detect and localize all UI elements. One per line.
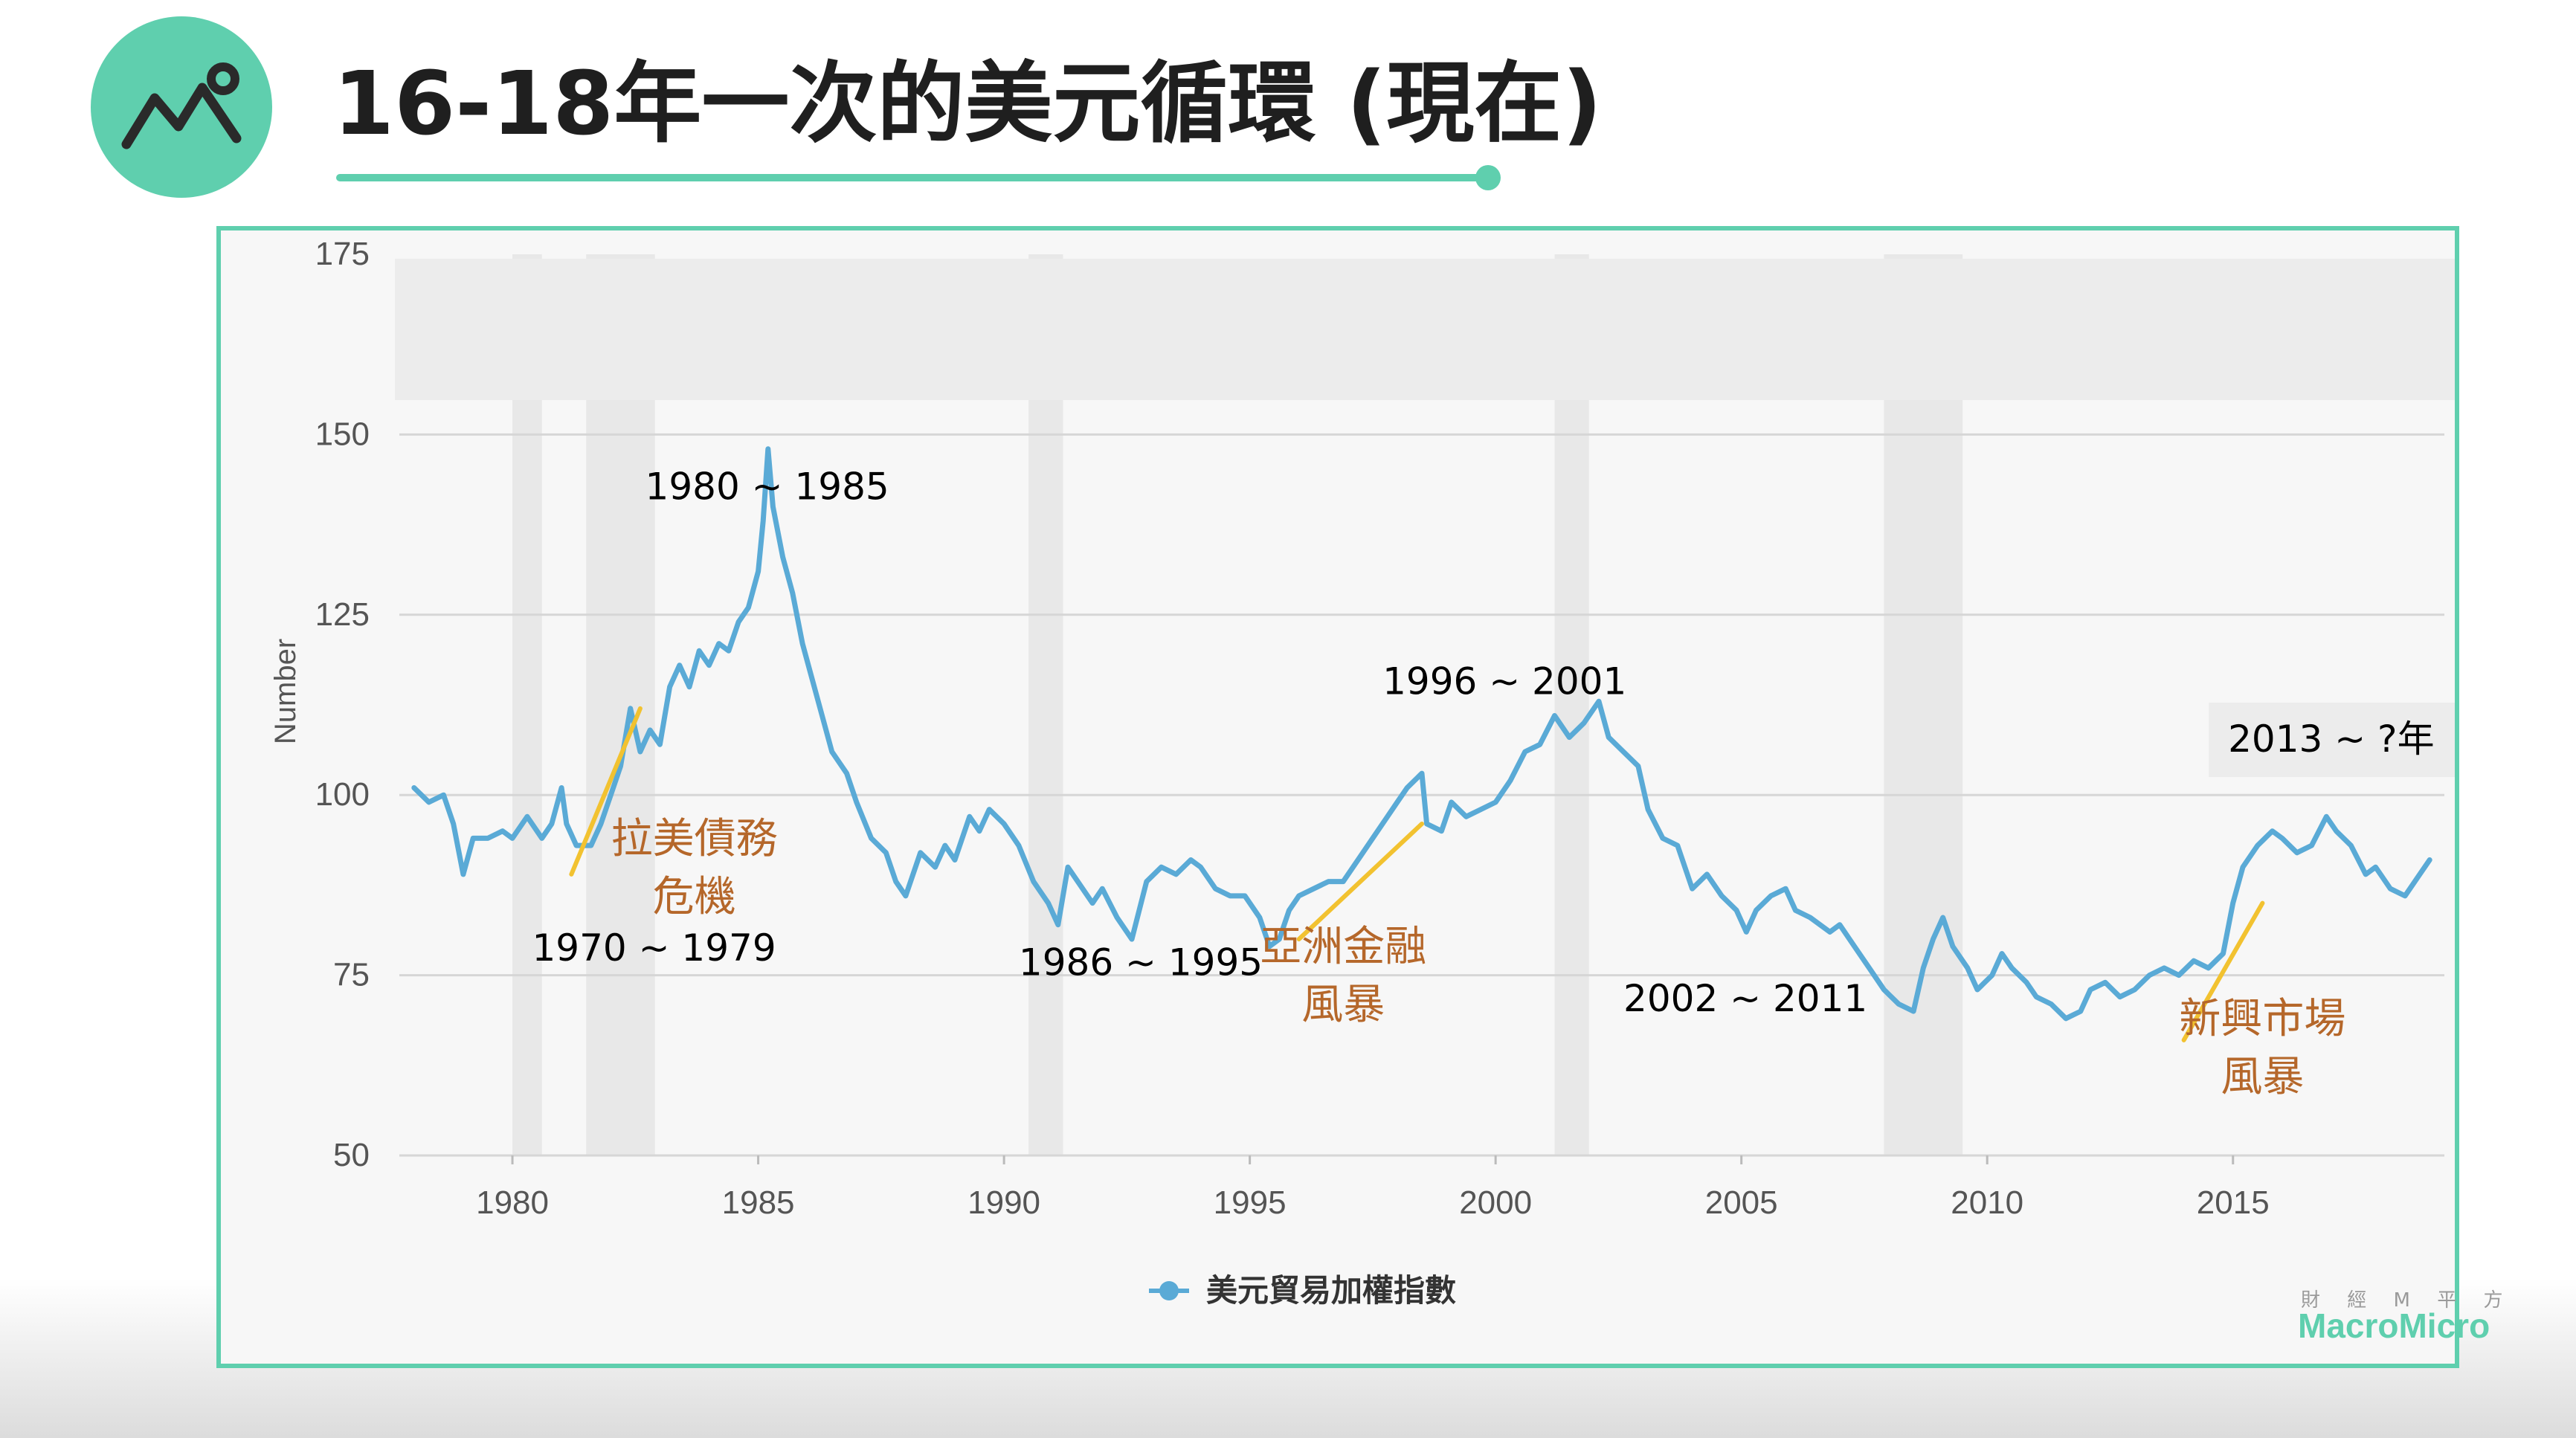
series-line bbox=[411, 446, 2432, 1022]
legend-marker-dot bbox=[1159, 1281, 1179, 1300]
x-tick-label: 2005 bbox=[1705, 1184, 1778, 1221]
y-tick-label: 100 bbox=[315, 776, 370, 813]
recession-band bbox=[586, 254, 655, 1155]
recession-band bbox=[1554, 254, 1589, 1155]
period-label: 2002 ~ 2011 bbox=[1623, 977, 1867, 1020]
period-label: 1980 ~ 1985 bbox=[645, 465, 889, 509]
recession-band bbox=[1028, 254, 1063, 1155]
event-label: 風暴 bbox=[2221, 1053, 2304, 1101]
event-pointer-line bbox=[1296, 821, 1424, 942]
y-axis-label: Number bbox=[269, 639, 302, 744]
page-title: 16-18年一次的美元循環 (現在) bbox=[333, 52, 1603, 155]
x-tick-label: 2015 bbox=[2197, 1184, 2270, 1221]
watermark-chinese: 財 經 M 平 方 bbox=[2301, 1289, 2514, 1312]
period-label: 2013 ~ ?年 bbox=[2228, 718, 2434, 761]
x-tick-label: 2010 bbox=[1951, 1184, 2023, 1221]
annotation-lines bbox=[569, 706, 2265, 1042]
series-layer bbox=[411, 446, 2432, 1022]
y-tick-label: 150 bbox=[315, 416, 370, 452]
x-axis-ticks: 1980 1985 1990 1995 2000 2005 2010 2015 bbox=[476, 1155, 2270, 1221]
title-underline bbox=[336, 174, 1490, 181]
x-tick-label: 1990 bbox=[967, 1184, 1040, 1221]
event-label: 亞洲金融 bbox=[1260, 923, 1426, 971]
legend-label: 美元貿易加權指數 bbox=[1206, 1272, 1456, 1309]
x-tick-label: 1995 bbox=[1214, 1184, 1287, 1221]
chart-line-icon bbox=[91, 16, 272, 198]
watermark-logo: MacroMicro bbox=[2298, 1306, 2490, 1345]
x-tick-label: 1980 bbox=[476, 1184, 549, 1221]
x-tick-label: 2000 bbox=[1459, 1184, 1532, 1221]
event-pointer-line bbox=[2181, 900, 2265, 1042]
y-tick-label: 175 bbox=[315, 236, 370, 272]
event-label: 拉美債務 bbox=[611, 815, 778, 863]
recession-bands bbox=[512, 254, 1963, 1155]
x-tick-label: 1985 bbox=[722, 1184, 795, 1221]
y-axis-ticks: 50 75 100 125 150 175 bbox=[315, 236, 370, 1173]
event-label: 危機 bbox=[653, 873, 736, 921]
period-label: 1970 ~ 1979 bbox=[532, 926, 776, 970]
chart-frame: 50 75 100 125 150 175 1980 1985 1990 1995 2000 200… bbox=[216, 226, 2459, 1368]
recession-band bbox=[512, 254, 542, 1155]
y-tick-label: 50 bbox=[333, 1137, 370, 1173]
period-label: 1996 ~ 2001 bbox=[1382, 660, 1626, 703]
dollar-index-chart: 50 75 100 125 150 175 1980 1985 1990 1995 2000 200… bbox=[269, 236, 2455, 1309]
annotations: 1980 ~ 1985 1970 ~ 1979 1986 ~ 1995 1996 ~ … bbox=[532, 465, 2455, 1101]
event-label: 風暴 bbox=[1301, 981, 1385, 1029]
event-label: 新興市場 bbox=[2179, 995, 2345, 1043]
legend[interactable]: 美元貿易加權指數 bbox=[1149, 1272, 1456, 1309]
chart-top-panel bbox=[395, 259, 2455, 400]
period-label-background bbox=[2209, 703, 2455, 778]
title-underline-dot bbox=[1475, 165, 1501, 190]
y-tick-label: 75 bbox=[333, 957, 370, 993]
y-tick-label: 125 bbox=[315, 596, 370, 633]
event-pointer-line bbox=[569, 706, 643, 877]
period-label: 1986 ~ 1995 bbox=[1019, 941, 1263, 984]
